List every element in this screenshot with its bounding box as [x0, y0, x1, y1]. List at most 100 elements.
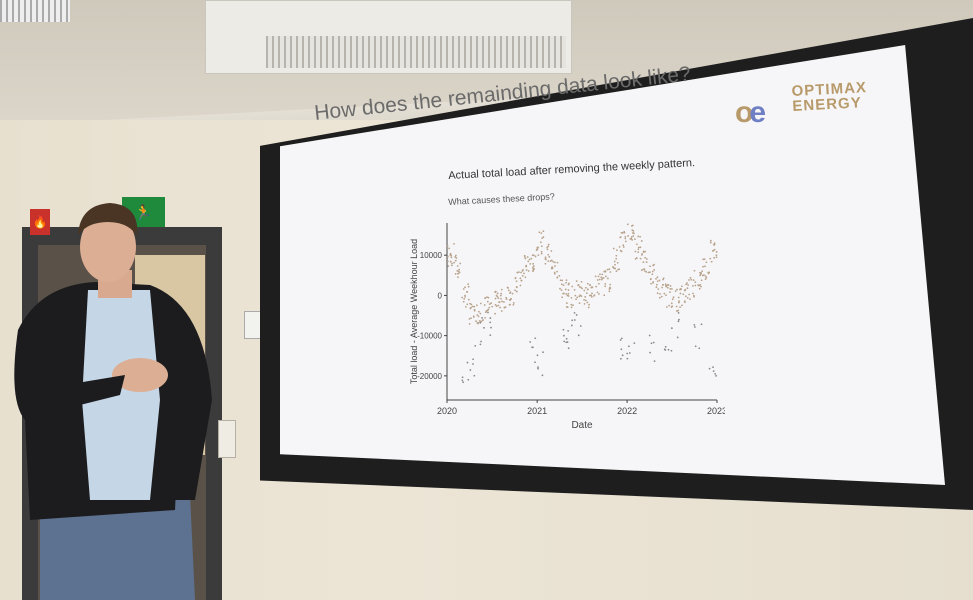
data-point [604, 270, 607, 273]
data-point [652, 281, 654, 284]
data-point [463, 297, 466, 300]
data-point [498, 301, 501, 304]
data-point [665, 294, 667, 297]
data-point [570, 297, 573, 299]
data-point [583, 289, 586, 292]
data-point [499, 306, 502, 309]
data-point [703, 258, 706, 261]
data-point [563, 292, 565, 295]
data-point [524, 257, 527, 260]
data-point [504, 306, 507, 309]
data-point [699, 274, 701, 277]
data-point [624, 237, 627, 240]
data-point [454, 256, 457, 258]
data-point [561, 279, 564, 282]
drop-point [566, 341, 569, 343]
data-point [614, 263, 616, 266]
data-point [686, 282, 688, 284]
drop-point [577, 334, 580, 337]
data-point [644, 250, 647, 253]
drop-point [472, 363, 474, 365]
data-point [466, 303, 469, 306]
drop-point [619, 339, 622, 341]
data-point [676, 288, 678, 291]
data-point [657, 288, 660, 291]
data-point [700, 285, 702, 288]
data-point [547, 260, 550, 263]
data-point [690, 278, 693, 281]
data-point [558, 274, 561, 277]
drop-point [537, 366, 539, 369]
data-point [641, 253, 643, 255]
data-point [516, 271, 519, 274]
data-point [446, 255, 449, 258]
drop-point [474, 344, 477, 347]
logo-line-2: ENERGY [791, 94, 863, 115]
data-point [548, 255, 551, 258]
data-point [540, 245, 543, 248]
data-point [632, 232, 635, 234]
data-point [575, 280, 578, 283]
data-point [542, 230, 545, 233]
drop-point [480, 340, 482, 343]
data-point [553, 272, 556, 275]
data-point [547, 253, 550, 256]
drop-point [575, 314, 578, 316]
data-point [491, 305, 494, 308]
drop-point [461, 376, 464, 379]
drop-point [712, 370, 715, 372]
data-point [477, 322, 479, 325]
drop-point [531, 346, 534, 349]
drop-point [473, 374, 476, 377]
data-point [534, 255, 537, 258]
drop-point [490, 326, 492, 329]
data-point [659, 292, 661, 295]
drop-point [698, 347, 701, 350]
drop-point [489, 321, 492, 324]
data-point [709, 239, 712, 242]
data-point [698, 287, 701, 290]
data-point [540, 250, 543, 253]
drop-point [479, 321, 482, 324]
drop-point [565, 337, 568, 340]
data-point [480, 320, 483, 323]
drop-point [648, 334, 651, 337]
data-point [699, 283, 702, 286]
data-point [644, 256, 647, 259]
data-point [515, 290, 518, 293]
data-point [525, 265, 527, 268]
data-point [670, 287, 673, 290]
y-tick-label: -20000 [417, 372, 442, 381]
data-point [589, 283, 591, 286]
data-point [508, 298, 511, 301]
data-point [565, 306, 568, 308]
data-point [616, 261, 619, 264]
data-point [709, 257, 712, 260]
drop-point [563, 340, 566, 343]
data-point [704, 275, 707, 277]
data-point [488, 303, 491, 306]
data-point [466, 291, 469, 293]
data-point [527, 270, 530, 272]
y-tick-label: 10000 [420, 251, 443, 260]
data-point [511, 292, 514, 295]
data-point [477, 315, 480, 318]
data-point [532, 270, 534, 273]
data-point [467, 283, 470, 286]
drop-point [573, 312, 576, 314]
data-point [509, 291, 512, 294]
data-point [544, 262, 547, 265]
data-point [601, 277, 604, 280]
data-point [597, 282, 600, 285]
data-point [603, 294, 606, 297]
data-point [484, 296, 487, 299]
data-point [453, 242, 455, 245]
data-point [687, 284, 689, 286]
data-point [608, 286, 611, 289]
data-point [450, 256, 453, 259]
data-point [692, 285, 694, 287]
chart-labels: 2020 2021 2022 2023 10000 0 -10000 -20000 Date To… [409, 239, 725, 430]
data-point [609, 283, 612, 286]
data-point [507, 289, 510, 292]
data-point [580, 280, 583, 283]
